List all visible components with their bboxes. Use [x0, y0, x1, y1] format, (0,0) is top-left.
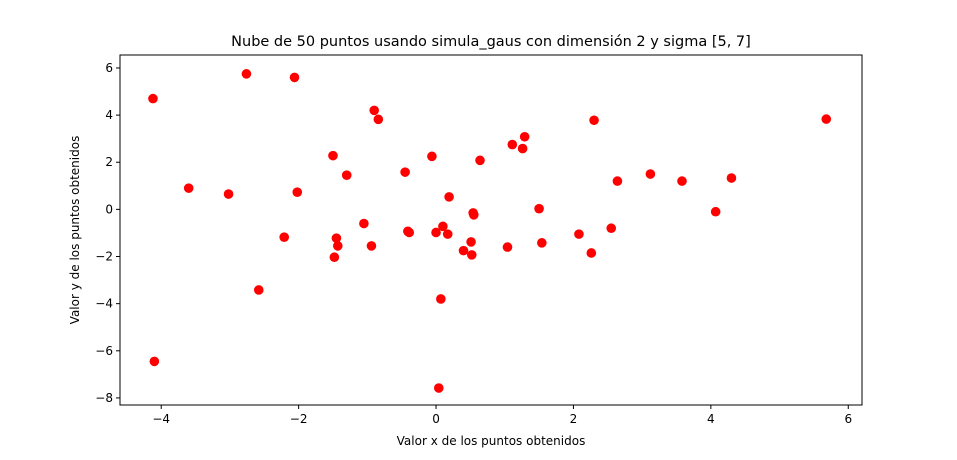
data-point	[292, 187, 303, 197]
y-tick-label: 4	[105, 108, 113, 122]
data-point	[574, 229, 584, 239]
data-point	[279, 232, 290, 242]
x-tick-label: 0	[432, 412, 440, 426]
data-point	[534, 203, 544, 214]
data-point	[431, 227, 441, 238]
data-point	[366, 241, 377, 251]
data-point	[332, 241, 343, 251]
y-tick-label: −6	[95, 344, 113, 358]
data-point	[519, 131, 530, 142]
data-point	[404, 227, 415, 238]
data-point	[677, 176, 687, 186]
data-point	[466, 250, 477, 260]
data-point	[444, 192, 454, 202]
data-point	[359, 218, 369, 229]
x-tick-label: −4	[152, 412, 170, 426]
data-point	[148, 93, 158, 104]
data-point	[149, 356, 160, 367]
data-point	[400, 167, 410, 177]
y-tick-label: −2	[95, 250, 113, 264]
y-tick-label: −8	[95, 391, 113, 405]
chart-title: Nube de 50 puntos usando simula_gaus con…	[231, 34, 751, 50]
data-point	[726, 173, 737, 183]
data-point	[438, 221, 448, 232]
x-tick-label: 4	[707, 412, 715, 426]
data-point	[373, 114, 384, 125]
data-point	[517, 143, 528, 154]
data-point	[502, 242, 513, 252]
data-point	[241, 69, 252, 79]
data-point	[586, 248, 597, 258]
data-point	[475, 155, 485, 166]
data-point	[328, 150, 338, 161]
data-point	[469, 209, 479, 220]
data-point	[612, 176, 623, 186]
x-axis-title: Valor x de los puntos obtenidos	[397, 434, 586, 448]
y-tick-label: 2	[105, 155, 113, 169]
data-point	[645, 169, 656, 179]
data-point	[466, 237, 476, 247]
ticks-group: −4 −2 0 2 4 6 −8 −6 −4 −2 0 2 4 6	[95, 61, 852, 426]
data-point	[289, 72, 300, 83]
x-tick-label: −2	[290, 412, 308, 426]
x-tick-label: 2	[570, 412, 578, 426]
data-point	[433, 383, 444, 393]
data-point	[458, 245, 469, 256]
data-point	[331, 233, 342, 243]
data-point	[427, 151, 437, 162]
data-point	[329, 252, 340, 263]
data-point	[223, 189, 234, 199]
points-group	[148, 69, 832, 393]
y-axis-title: Valor y de los puntos obtenidos	[68, 136, 82, 325]
plot-frame	[119, 54, 863, 406]
y-tick-label: 6	[105, 61, 113, 75]
data-point	[710, 206, 721, 217]
data-point	[183, 183, 194, 193]
data-point	[821, 114, 832, 124]
data-point	[537, 238, 547, 248]
data-point	[589, 115, 599, 126]
x-tick-label: 6	[844, 412, 852, 426]
data-point	[442, 229, 453, 239]
y-tick-label: −4	[95, 297, 113, 311]
data-point	[253, 285, 264, 295]
y-tick-label: 0	[105, 202, 113, 216]
data-point	[369, 105, 380, 116]
data-point	[436, 294, 446, 304]
data-point	[606, 223, 617, 234]
data-point	[507, 139, 518, 150]
data-point	[341, 170, 352, 181]
